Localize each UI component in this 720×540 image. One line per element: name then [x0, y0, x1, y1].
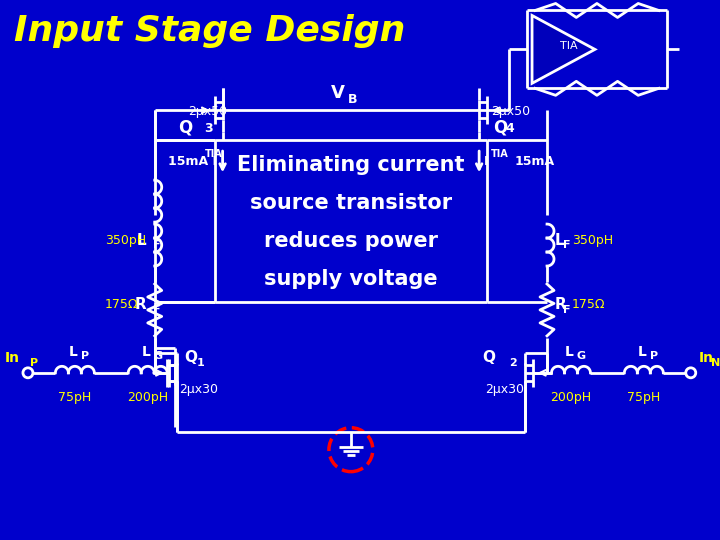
Text: F: F	[563, 240, 570, 250]
Text: 2μx50: 2μx50	[491, 105, 530, 118]
Text: 200pH: 200pH	[550, 391, 592, 404]
Text: Q: Q	[179, 118, 193, 136]
Text: 175Ω: 175Ω	[572, 299, 606, 312]
Text: Q: Q	[493, 118, 508, 136]
Text: In: In	[698, 351, 714, 365]
Text: I: I	[484, 155, 489, 168]
Text: P: P	[650, 351, 658, 361]
Text: supply voltage: supply voltage	[264, 269, 438, 289]
Text: B: B	[348, 93, 358, 106]
Text: TIA: TIA	[491, 148, 509, 159]
Text: 2: 2	[509, 358, 517, 368]
Text: P: P	[81, 351, 89, 361]
Text: TIA: TIA	[204, 148, 222, 159]
Text: Q: Q	[184, 350, 198, 365]
Text: L: L	[141, 345, 150, 359]
Text: 4: 4	[505, 122, 514, 135]
Text: R: R	[135, 298, 147, 313]
Text: P: P	[30, 358, 38, 368]
Text: L: L	[564, 345, 573, 359]
Text: 175Ω: 175Ω	[105, 299, 138, 312]
Text: L: L	[137, 233, 147, 247]
Text: L: L	[68, 345, 77, 359]
Text: N: N	[711, 358, 720, 368]
Text: F: F	[153, 305, 161, 315]
Text: 75pH: 75pH	[58, 391, 91, 404]
Text: Input Stage Design: Input Stage Design	[14, 15, 405, 49]
Text: F: F	[153, 240, 161, 250]
Text: 3: 3	[204, 122, 213, 135]
Text: source transistor: source transistor	[250, 193, 452, 213]
Text: reduces power: reduces power	[264, 231, 438, 251]
Text: 2μx30: 2μx30	[485, 383, 524, 396]
Text: 1: 1	[197, 358, 204, 368]
Text: Q: Q	[482, 350, 495, 365]
Text: L: L	[555, 233, 564, 247]
Text: 2μx50: 2μx50	[188, 105, 227, 118]
Text: 2μx30: 2μx30	[179, 383, 217, 396]
Text: 350pH: 350pH	[572, 234, 613, 247]
Text: L: L	[637, 345, 647, 359]
Text: G: G	[577, 351, 586, 361]
Text: 75pH: 75pH	[627, 391, 660, 404]
Text: 200pH: 200pH	[127, 391, 168, 404]
Text: 15mA: 15mA	[514, 155, 554, 168]
Text: G: G	[154, 351, 163, 361]
Text: Eliminating current: Eliminating current	[237, 155, 464, 175]
Text: F: F	[563, 305, 570, 315]
Text: R: R	[555, 298, 567, 313]
Text: 15mA I: 15mA I	[168, 155, 217, 168]
Text: 350pH: 350pH	[105, 234, 146, 247]
Text: In: In	[5, 351, 20, 365]
Polygon shape	[532, 16, 595, 83]
Text: V: V	[330, 84, 344, 102]
Text: TIA: TIA	[560, 42, 577, 51]
